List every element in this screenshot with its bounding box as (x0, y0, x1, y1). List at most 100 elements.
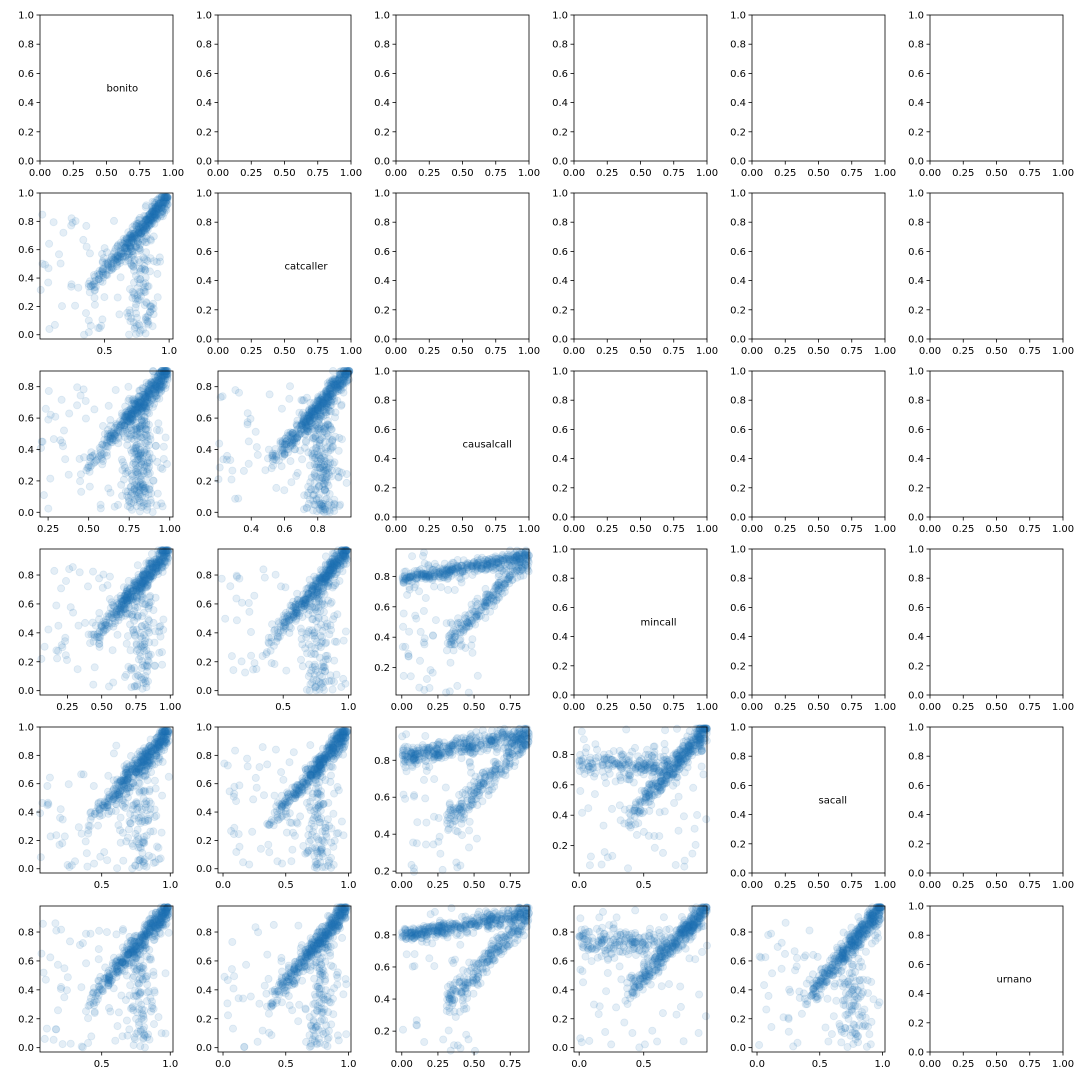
scatter-point (493, 582, 502, 591)
scatter-point (158, 208, 167, 217)
scatter-point (137, 265, 146, 274)
y-tick-label: 0.4 (196, 98, 212, 109)
scatter-point (292, 605, 301, 614)
scatter-point (115, 310, 124, 319)
scatter-point (272, 483, 281, 492)
x-tick-label: 0.50 (985, 168, 1007, 179)
scatter-point (67, 280, 76, 289)
scatter-point (129, 229, 138, 238)
scatter-point (145, 575, 154, 584)
scatter-point (138, 433, 147, 442)
scatter-point (287, 478, 296, 487)
scatter-point (62, 577, 71, 586)
scatter-point (265, 390, 274, 399)
scatter-point (63, 656, 72, 665)
scatter-point (404, 652, 413, 661)
scatter-point (321, 667, 330, 676)
x-tick-label: 0.75 (841, 346, 863, 357)
x-tick-label: 0.5 (275, 702, 291, 713)
scatter-point (131, 303, 140, 312)
scatter-point (116, 417, 125, 426)
scatter-point (330, 562, 339, 571)
scatter-point (406, 672, 415, 681)
y-tick-label: 0.4 (908, 454, 924, 465)
y-tick-label: 0.8 (196, 40, 212, 51)
scatter-point (37, 437, 46, 446)
scatter-point (317, 582, 326, 591)
scatter-point (137, 229, 146, 238)
scatter-point (46, 410, 55, 419)
axes-frame (395, 14, 530, 162)
y-tick-label: 0.0 (908, 335, 924, 346)
scatter-point (309, 582, 318, 591)
scatter-point (64, 470, 73, 479)
scatter-point (74, 283, 83, 292)
scatter-point (44, 504, 53, 513)
y-tick-label: 0.0 (908, 691, 924, 702)
scatter-point (147, 207, 156, 216)
y-tick-label: 1.0 (196, 189, 212, 200)
scatter-point (101, 441, 110, 450)
scatter-point (450, 640, 459, 649)
y-tick-label: 0.4 (730, 632, 746, 643)
scatter-point (415, 587, 424, 596)
scatter-point (71, 301, 80, 310)
scatter-point (40, 642, 49, 651)
y-tick-label: 0.8 (374, 396, 390, 407)
scatter-point (138, 224, 147, 233)
y-tick-label: 0.4 (18, 98, 34, 109)
scatter-points (37, 546, 173, 693)
scatter-point (127, 232, 136, 241)
x-tick-label: 1.00 (159, 524, 181, 535)
y-tick-label: 0.8 (552, 40, 568, 51)
scatter-point (134, 489, 143, 498)
scatter-point (152, 204, 161, 213)
scatter-point (85, 249, 94, 258)
scatter-point (502, 570, 511, 579)
scatter-point (305, 575, 314, 584)
scatter-point (86, 321, 95, 330)
scatter-point (133, 237, 142, 246)
scatter-point (99, 254, 108, 263)
scatter-point (163, 193, 172, 202)
subplot-3-0: 0.25 0.50 0.75 1.000.00.20.40.60.8 (18, 546, 181, 713)
scatter-point (323, 432, 332, 441)
scatter-point (160, 193, 169, 202)
scatter-point (283, 428, 292, 437)
scatter-point (401, 642, 410, 651)
y-tick-label: 0.6 (552, 69, 568, 80)
y-tick-label: 0.2 (18, 657, 34, 668)
x-tick-label: 0.50 (91, 702, 113, 713)
subplot-4-0: 0.5 1.00.00.20.40.60.81.0 (18, 723, 178, 892)
scatter-point (113, 252, 122, 261)
x-tick-label: 0.75 (485, 524, 507, 535)
scatter-point (332, 670, 341, 679)
x-tick-label: 0.25 (596, 168, 618, 179)
scatter-point (75, 568, 84, 577)
scatter-point (44, 625, 53, 634)
scatter-point (109, 259, 118, 268)
scatter-point (145, 221, 154, 230)
scatter-point (280, 486, 289, 495)
scatter-point (159, 196, 168, 205)
scatter-point (108, 646, 117, 655)
scatter-point (125, 238, 134, 247)
scatter-point (52, 646, 61, 655)
scatter-point (133, 561, 142, 570)
scatter-point (59, 228, 68, 237)
axes-frame (395, 192, 530, 340)
scatter-point (58, 302, 67, 311)
scatter-point (146, 209, 155, 218)
y-tick-label: 0.8 (552, 396, 568, 407)
scatter-point (399, 609, 408, 618)
scatter-points (398, 546, 534, 697)
x-tick-label: 1.0 (340, 702, 356, 713)
scatter-point (86, 639, 95, 648)
scatter-point (95, 274, 104, 283)
scatter-point (135, 507, 144, 516)
x-tick-label: 1.00 (340, 168, 362, 179)
subplot-1-1: 0.00 0.25 0.50 0.75 1.000.00.20.40.60.81.0ca… (196, 189, 362, 358)
scatter-point (305, 598, 314, 607)
scatter-point (151, 214, 160, 223)
x-tick-label: 0.75 (307, 168, 329, 179)
